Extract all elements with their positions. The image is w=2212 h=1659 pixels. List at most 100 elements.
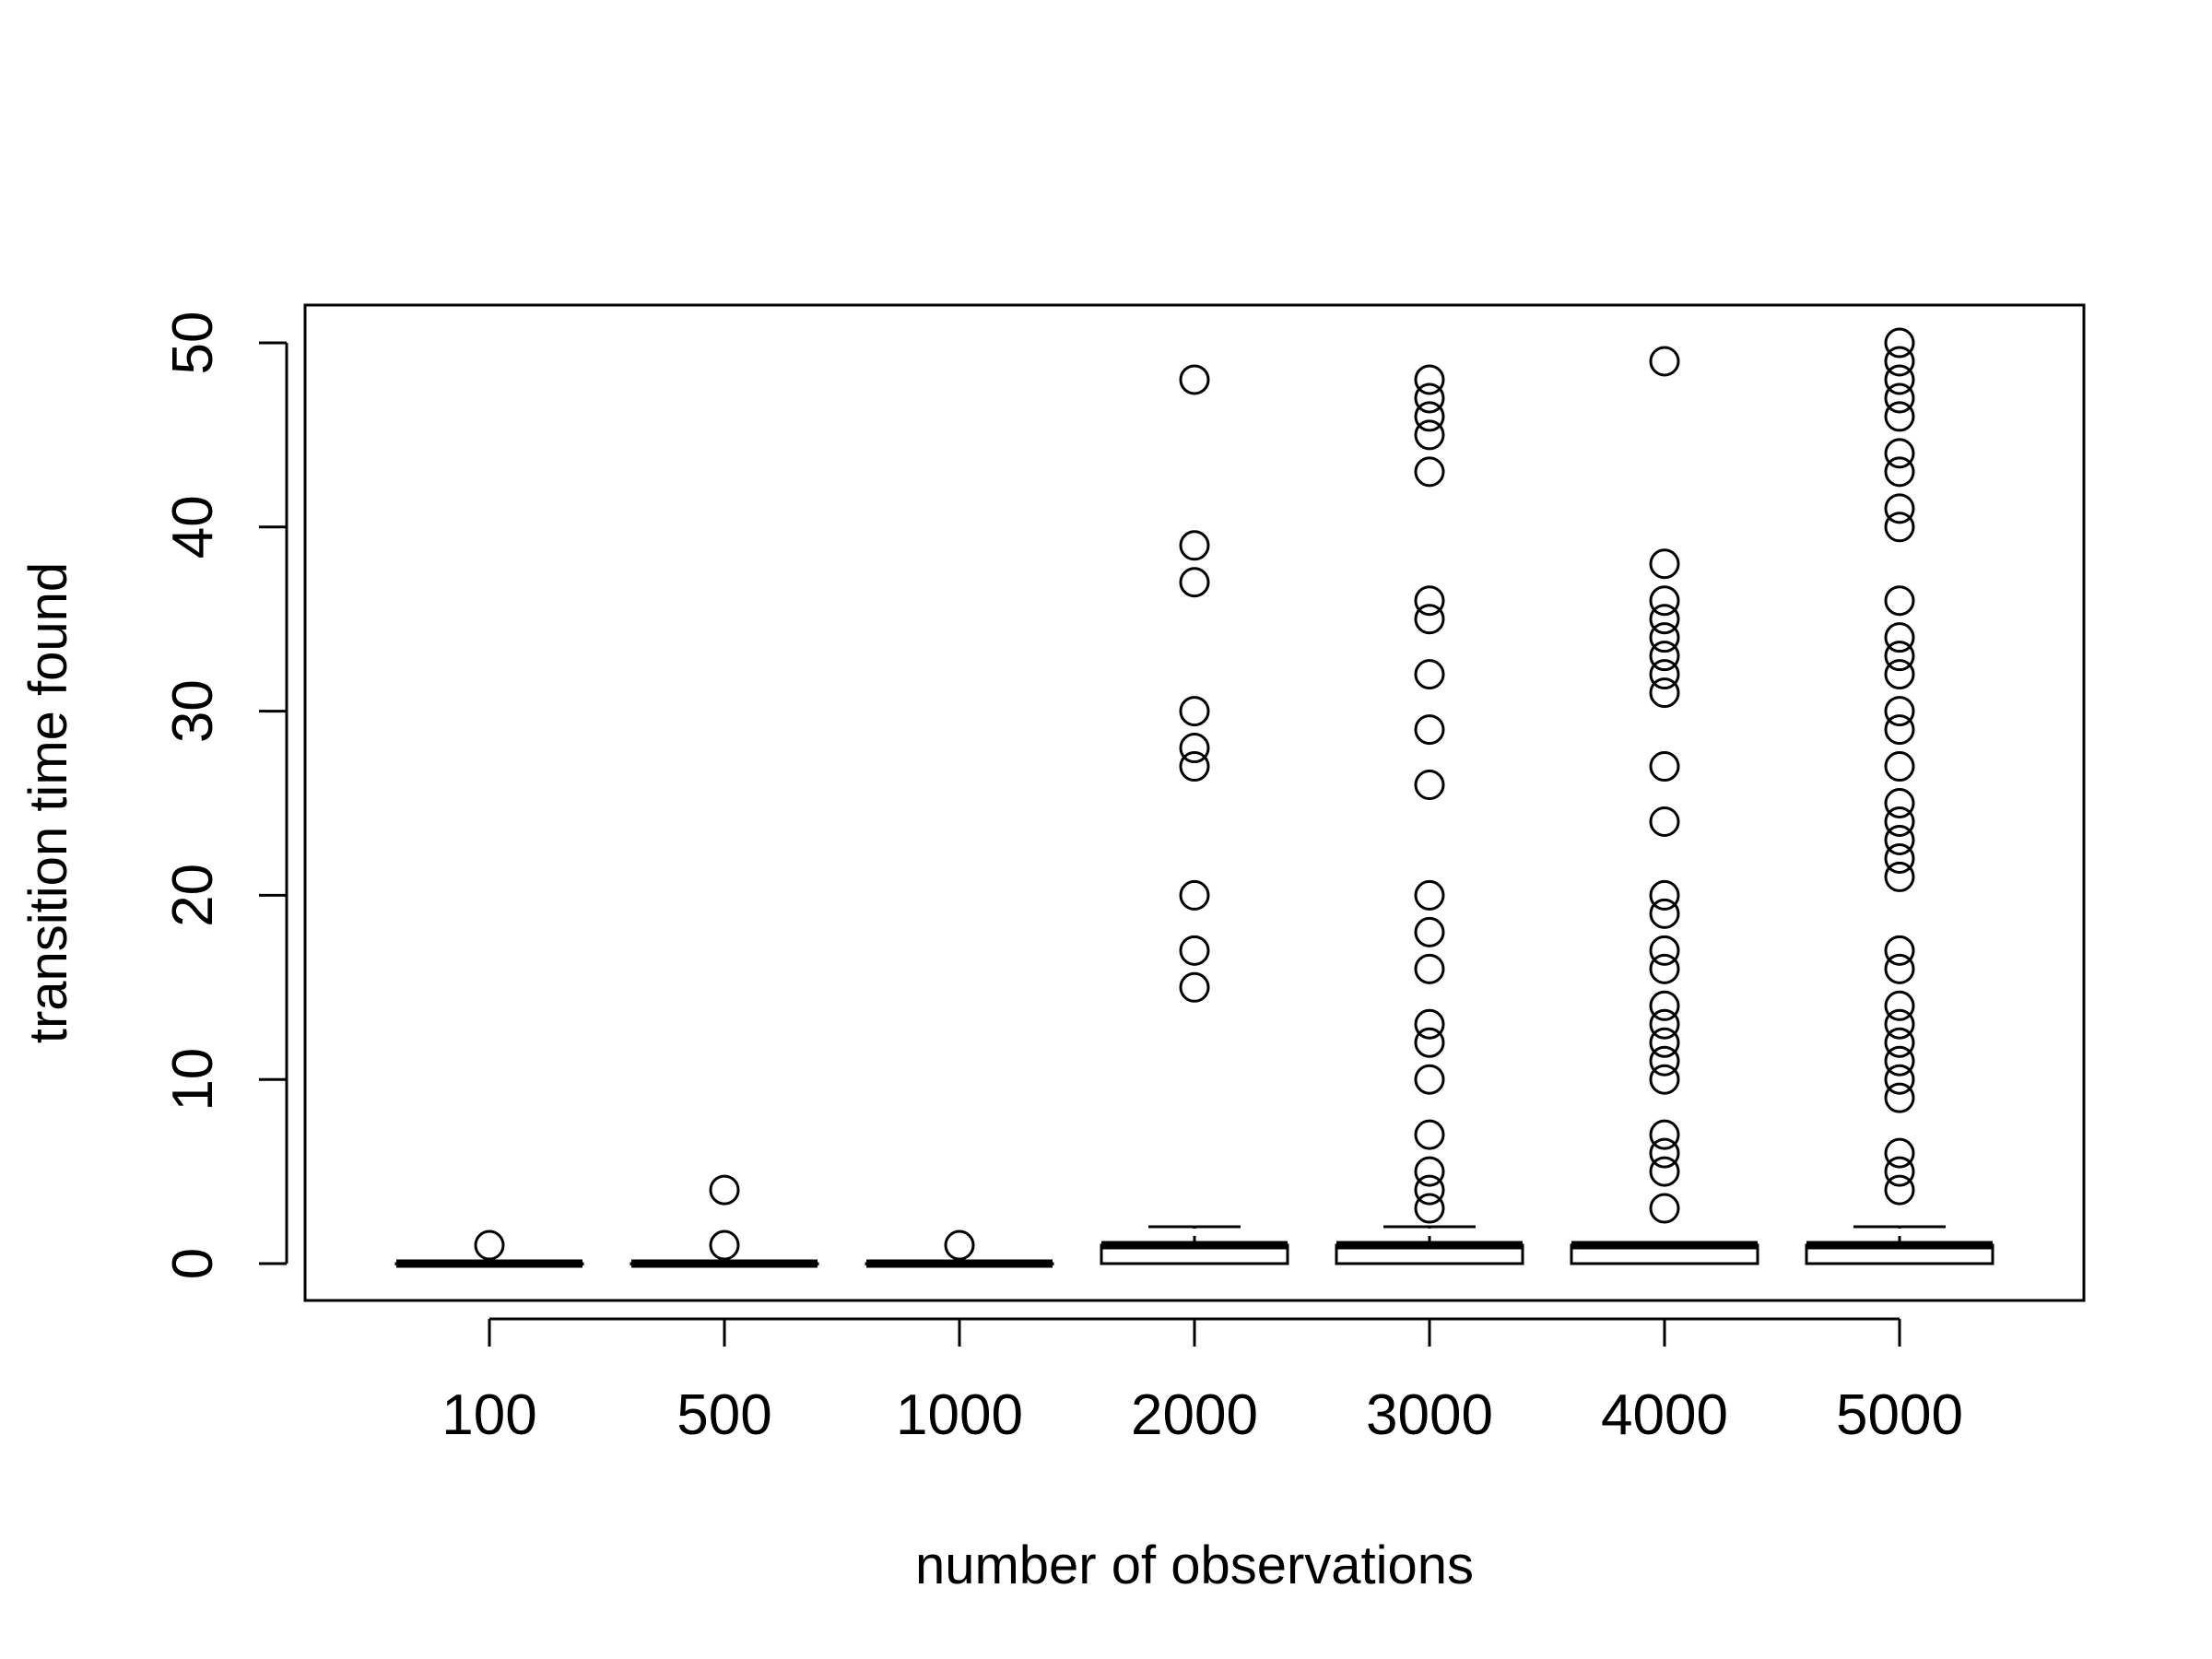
outlier-point: [1884, 456, 1915, 488]
outlier-point: [1649, 879, 1680, 911]
outlier-point: [1649, 751, 1680, 782]
outlier-point: [1884, 622, 1915, 653]
x-axis-label: number of observations: [915, 1535, 1474, 1595]
outlier-point: [1179, 530, 1210, 561]
outlier-point: [1649, 1137, 1680, 1169]
y-axis: 0 10 20 30 40 50: [161, 312, 288, 1279]
outlier-point: [1414, 1119, 1445, 1150]
y-tick-label: 10: [161, 1048, 225, 1112]
outlier-point: [1414, 770, 1445, 801]
outlier-point: [1649, 806, 1680, 837]
outlier-point: [474, 1230, 505, 1261]
outlier-point: [1884, 1156, 1915, 1187]
x-tick-label: 100: [441, 1383, 536, 1447]
outlier-point: [1884, 382, 1915, 414]
outlier-point: [1884, 364, 1915, 395]
box-1000: [865, 1230, 1054, 1268]
outlier-point: [1884, 1137, 1915, 1169]
x-tick-label: 3000: [1366, 1383, 1493, 1447]
outlier-point: [1179, 971, 1210, 1003]
y-tick-label: 30: [161, 679, 225, 743]
outlier-point: [1884, 953, 1915, 984]
y-tick-label: 0: [161, 1248, 225, 1279]
outlier-point: [1179, 364, 1210, 395]
outlier-point: [1414, 1008, 1445, 1040]
outlier-point: [1884, 1082, 1915, 1113]
box-4000: [1570, 346, 1759, 1265]
outlier-point: [1649, 1119, 1680, 1150]
outlier-point: [1414, 401, 1445, 432]
outlier-point: [1884, 438, 1915, 469]
outlier-point: [1884, 990, 1915, 1021]
outlier-point: [1884, 714, 1915, 746]
outlier-point: [1649, 622, 1680, 653]
outlier-point: [1414, 1064, 1445, 1095]
outlier-point: [1649, 1193, 1680, 1224]
box-2000: [1100, 364, 1289, 1265]
outlier-point: [1884, 585, 1915, 617]
outlier-point: [1884, 1174, 1915, 1206]
box-500: [629, 1174, 819, 1268]
outlier-point: [1884, 788, 1915, 818]
x-axis: 100 500 1000 2000 3000 4000 5000: [441, 1317, 1963, 1447]
outlier-point: [1884, 327, 1915, 359]
box-3000: [1335, 364, 1524, 1265]
outlier-point: [1649, 604, 1680, 635]
x-tick-label: 5000: [1836, 1383, 1963, 1447]
outlier-point: [1414, 879, 1445, 911]
outlier-point: [1649, 641, 1680, 672]
y-tick-label: 20: [161, 864, 225, 927]
outlier-point: [1884, 696, 1915, 727]
outlier-point: [1884, 641, 1915, 672]
outlier-point: [1649, 990, 1680, 1021]
outlier-point: [1884, 824, 1915, 855]
outlier-point: [1179, 733, 1210, 764]
outlier-point: [1179, 567, 1210, 598]
outlier-point: [709, 1230, 740, 1261]
outlier-point: [1649, 953, 1680, 984]
outlier-point: [1179, 751, 1210, 782]
outlier-point: [1179, 696, 1210, 727]
x-tick-label: 500: [677, 1383, 771, 1447]
outlier-point: [1179, 879, 1210, 911]
boxes: [394, 327, 1994, 1268]
outlier-point: [709, 1174, 740, 1206]
outlier-point: [1649, 1027, 1680, 1058]
outlier-point: [1884, 401, 1915, 432]
outlier-point: [1884, 842, 1915, 874]
outlier-point: [1414, 916, 1445, 947]
outlier-point: [1884, 512, 1915, 543]
outlier-point: [1884, 751, 1915, 782]
y-axis-label: transition time found: [18, 562, 78, 1043]
outlier-point: [1414, 1027, 1445, 1058]
outlier-point: [1414, 456, 1445, 488]
outlier-point: [1649, 898, 1680, 929]
y-tick-label: 50: [161, 312, 225, 375]
outlier-point: [1884, 806, 1915, 837]
plot-frame: [303, 303, 2086, 1302]
outlier-point: [1649, 659, 1680, 690]
outlier-point: [1884, 1008, 1915, 1040]
outlier-point: [1414, 382, 1445, 414]
outlier-point: [1649, 1008, 1680, 1040]
outlier-point: [1884, 861, 1915, 892]
outlier-point: [1649, 677, 1680, 709]
outlier-point: [944, 1230, 975, 1261]
outlier-point: [1414, 1156, 1445, 1187]
outlier-point: [1414, 659, 1445, 690]
outlier-point: [1884, 1027, 1915, 1058]
outlier-point: [1649, 1156, 1680, 1187]
outlier-point: [1649, 1045, 1680, 1077]
outlier-point: [1414, 1174, 1445, 1206]
outlier-point: [1414, 604, 1445, 635]
box-100: [394, 1230, 584, 1268]
y-tick-label: 40: [161, 495, 225, 559]
outlier-point: [1884, 659, 1915, 690]
outlier-point: [1414, 953, 1445, 984]
outlier-point: [1179, 935, 1210, 966]
outlier-point: [1649, 585, 1680, 617]
outlier-point: [1884, 346, 1915, 377]
box-5000: [1805, 327, 1994, 1265]
outlier-point: [1649, 1064, 1680, 1095]
